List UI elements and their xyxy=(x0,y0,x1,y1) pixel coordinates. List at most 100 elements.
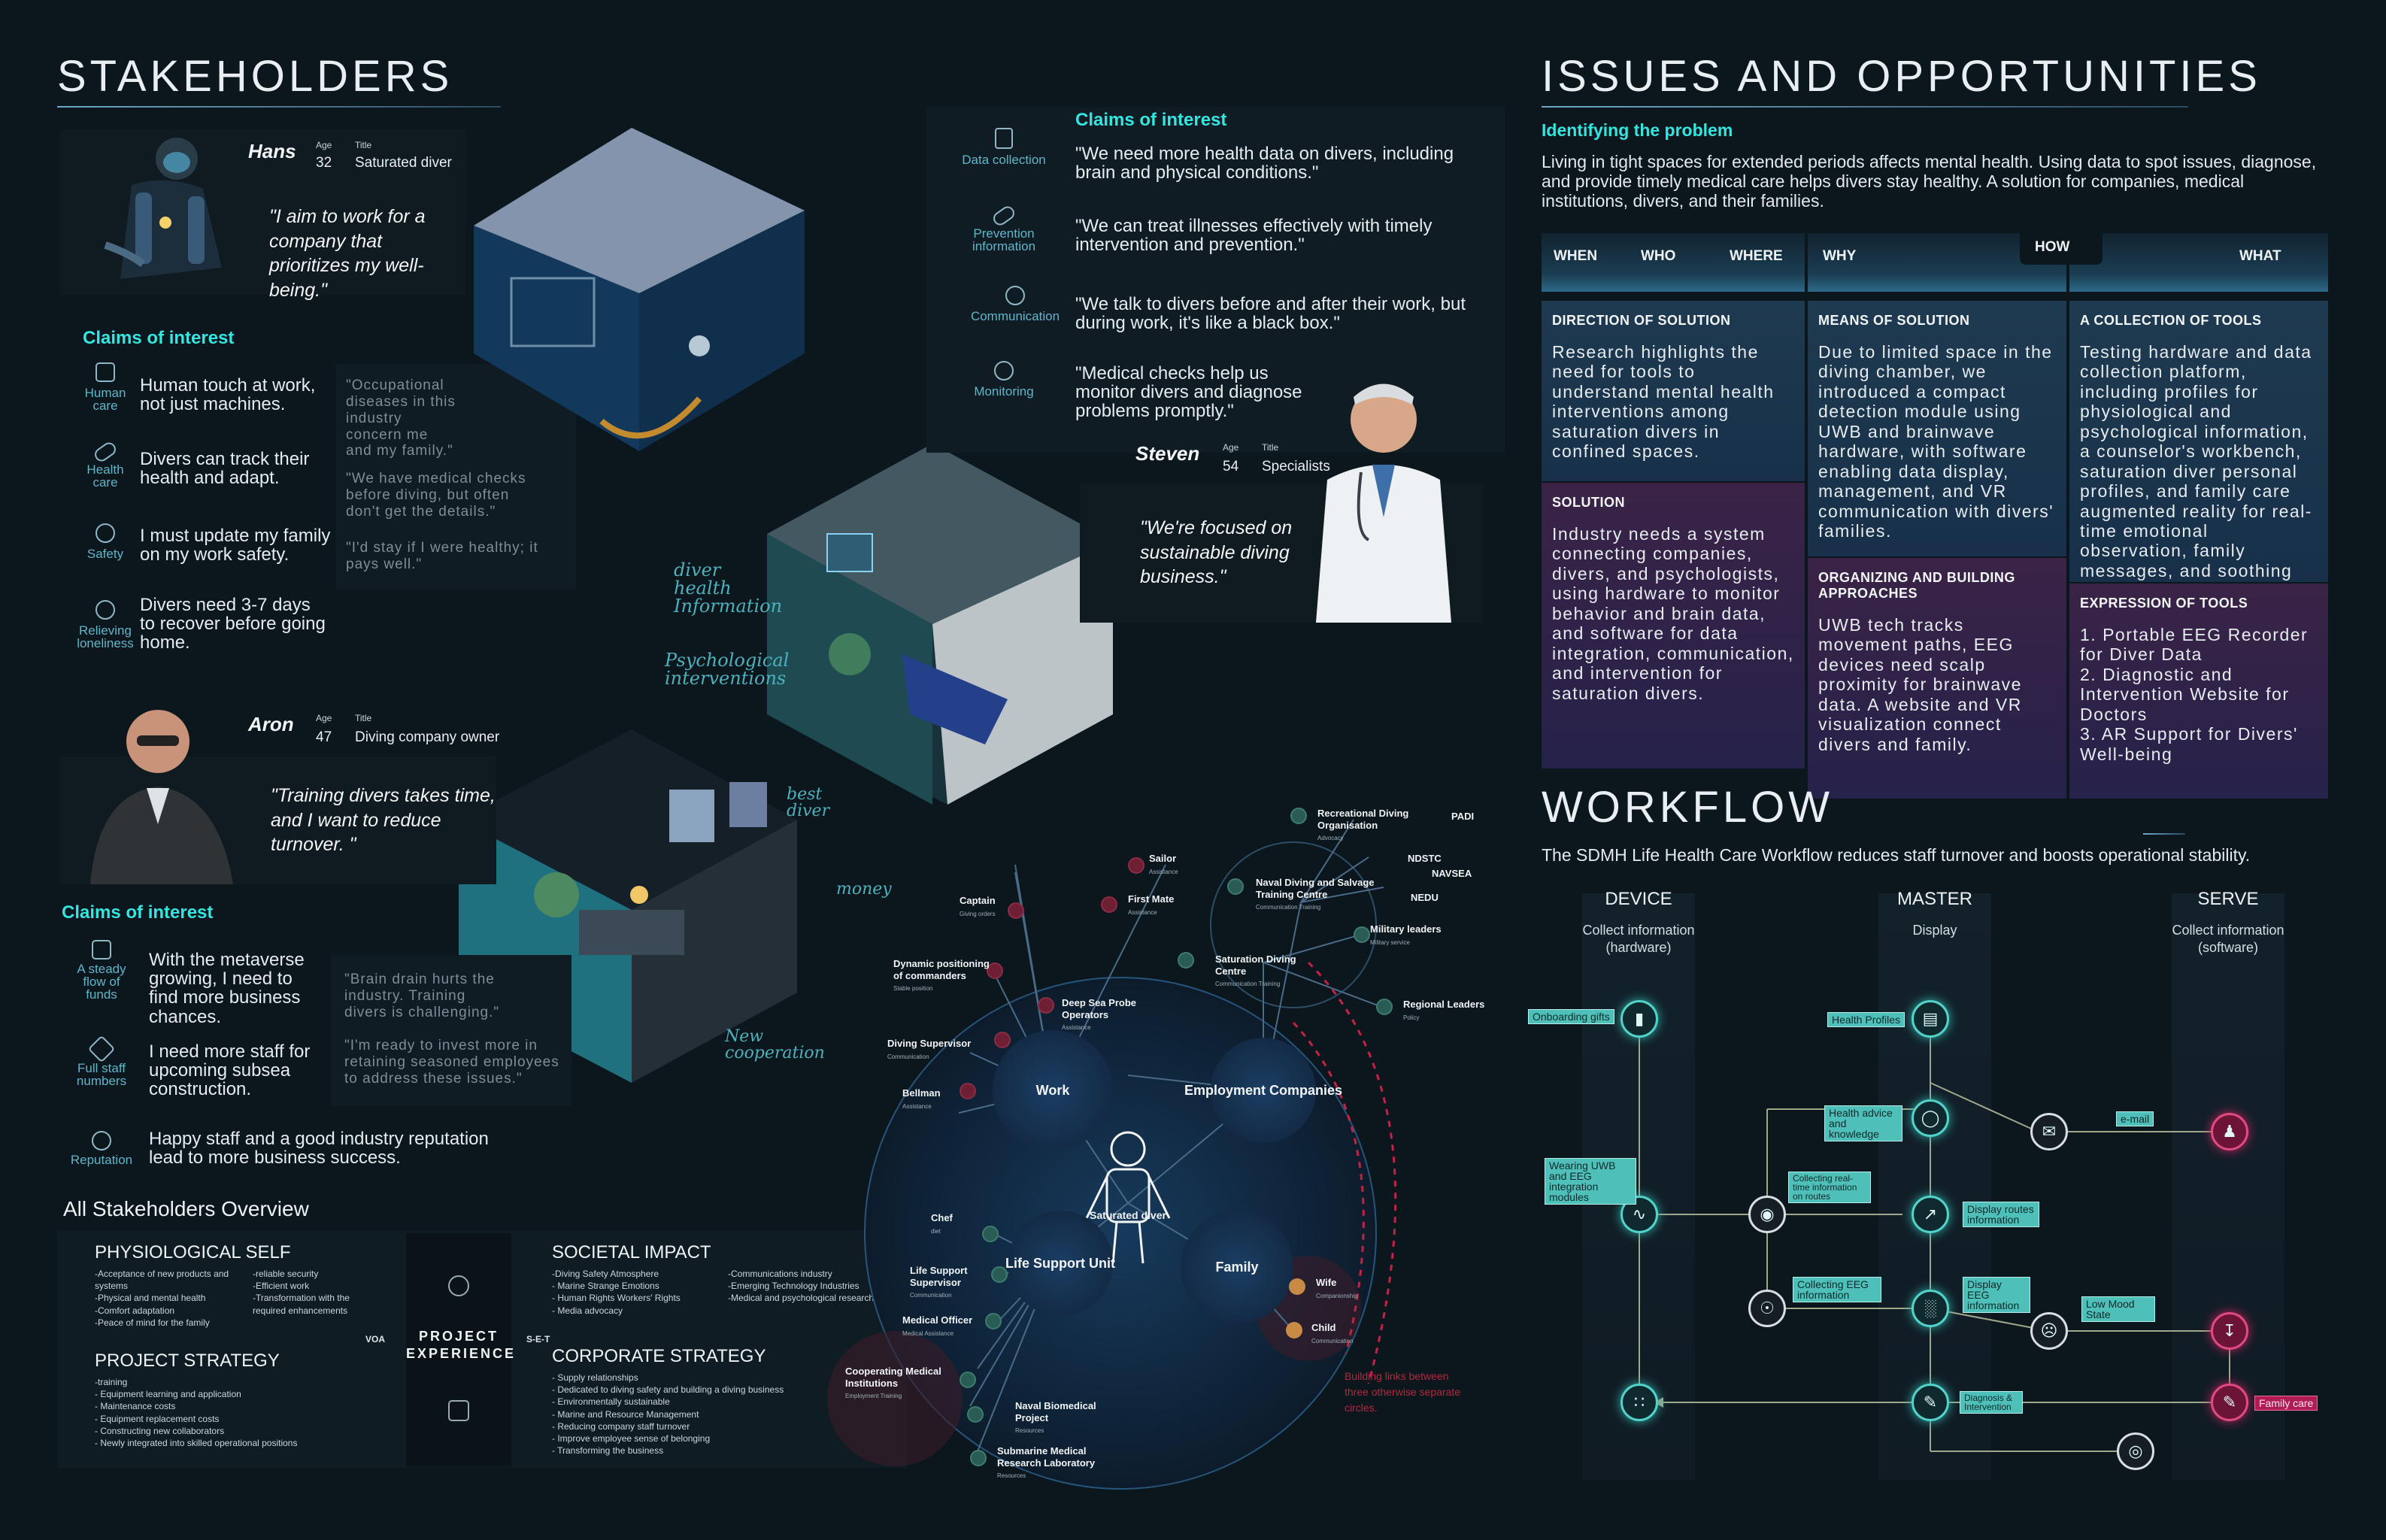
aron-quote-1: "Brain drain hurts the industry. Trainin… xyxy=(344,972,500,1020)
bubble-work: Work xyxy=(993,1030,1113,1150)
label-chef: Chef diet xyxy=(931,1212,953,1235)
workflow-rule xyxy=(2143,833,2185,835)
tag-diagnosis: Diagnosis & Intervention xyxy=(1960,1391,2023,1414)
column-master xyxy=(1878,893,1991,1480)
quadrant-corporate-strategy: CORPORATE STRATEGY - Supply relationship… xyxy=(552,1346,883,1457)
overview-item: -Communications industry xyxy=(728,1269,832,1279)
hans-claims-heading: Claims of interest xyxy=(83,328,235,348)
steven-age: 54 xyxy=(1223,459,1239,474)
node-medical-officer xyxy=(985,1313,1002,1329)
family-icon[interactable]: ♟ xyxy=(2211,1113,2248,1150)
aron-claim-1: With the metaverse growing, I need to fi… xyxy=(149,950,305,1027)
label-submarine-lab: Submarine Medical Research Laboratory Res… xyxy=(997,1445,1096,1480)
hans-quote-3: "I'd stay if I were healthy; it pays wel… xyxy=(346,540,538,572)
device-header: DEVICE xyxy=(1605,889,1672,909)
prevention-icon: Prevention information xyxy=(955,204,1053,253)
node-recreational-diving xyxy=(1290,808,1307,824)
label-naval-biomedical: Naval Biomedical Project Resources xyxy=(1015,1400,1096,1435)
set-tag: S-E-T xyxy=(526,1334,550,1344)
cell-means: MEANS OF SOLUTION Due to limited space in… xyxy=(1808,301,2066,556)
overview-item: -Physical and mental health xyxy=(95,1293,206,1304)
tag-wearing-uwb: Wearing UWB and EEG integration modules xyxy=(1545,1158,1636,1205)
label-saturation-centre: Saturation Diving Centre Communication Tr… xyxy=(1215,953,1296,988)
overview-item: -Transformation with the required enhanc… xyxy=(253,1293,350,1316)
sliders-icon[interactable]: ∷ xyxy=(1620,1384,1658,1421)
headset-icon[interactable]: ◯ xyxy=(1912,1099,1949,1137)
network-icon[interactable]: ☉ xyxy=(1748,1290,1786,1327)
funds-icon: A steady flow of funds xyxy=(68,940,135,1001)
hans-name: Hans xyxy=(248,140,296,162)
label-coop-medical: Cooperating Medical Institutions Employme… xyxy=(845,1366,941,1400)
chart-line-icon[interactable]: ↗ xyxy=(1912,1196,1949,1233)
family-care-edit-icon[interactable]: ✎ xyxy=(2211,1384,2248,1421)
overview-item: - Media advocacy xyxy=(552,1305,623,1316)
sad-face-icon[interactable]: ☹ xyxy=(2030,1312,2068,1350)
cell-organizing: ORGANIZING AND BUILDING APPROACHES UWB te… xyxy=(1808,558,2066,799)
workflow-title: WORKFLOW xyxy=(1542,783,1833,832)
overview-item: - Newly integrated into skilled operatio… xyxy=(95,1437,298,1448)
location-icon[interactable]: ◉ xyxy=(1748,1196,1786,1233)
aron-claims-heading: Claims of interest xyxy=(62,902,214,923)
annotation-psychological: Psychological interventions xyxy=(665,650,790,689)
profile-card-icon[interactable]: ▤ xyxy=(1912,1000,1949,1038)
steven-claim-3: "We talk to divers before and after thei… xyxy=(1075,294,1466,334)
cell-solution: SOLUTION Industry needs a system connecti… xyxy=(1542,483,1805,768)
node-wife xyxy=(1289,1278,1305,1295)
overview-item: - Maintenance costs xyxy=(95,1401,176,1412)
mail-icon[interactable]: ✉ xyxy=(2030,1113,2068,1150)
overview-item: - Improve employee sense of belonging xyxy=(552,1432,711,1444)
steven-claim-1: "We need more health data on divers, inc… xyxy=(1075,144,1454,183)
tag-display-routes: Display routes information xyxy=(1963,1202,2039,1227)
aron-claims-list: A steady flow of funds With the metavers… xyxy=(68,940,549,1181)
node-ls-supervisor xyxy=(991,1266,1008,1283)
quadrant-societal: SOCIETAL IMPACT -Diving Safety Atmospher… xyxy=(552,1242,905,1317)
steven-title: Specialists xyxy=(1262,459,1330,474)
overview-item: - Equipment replacement costs xyxy=(95,1413,220,1424)
label-sailor: Sailor Assistance xyxy=(1149,853,1178,875)
node-military-leaders xyxy=(1354,926,1370,943)
node-regional-leaders xyxy=(1376,999,1393,1015)
aron-claim-2: I need more staff for upcoming subsea co… xyxy=(149,1041,311,1100)
aron-name: Aron xyxy=(248,713,294,735)
steven-name: Steven xyxy=(1135,442,1200,465)
node-captain xyxy=(1008,902,1024,919)
project-icon xyxy=(448,1275,469,1296)
issues-rule xyxy=(1542,106,2188,108)
gift-icon[interactable]: ▮ xyxy=(1620,1000,1658,1038)
column-serve xyxy=(2172,893,2284,1480)
device-sub: Collect information (hardware) xyxy=(1582,923,1695,956)
tag-low-mood: Low Mood State xyxy=(2081,1296,2155,1322)
signal-icon[interactable]: ◎ xyxy=(2117,1432,2154,1470)
steven-claims-heading: Claims of interest xyxy=(1075,110,1227,130)
master-header: MASTER xyxy=(1896,889,1972,909)
reputation-icon: Reputation xyxy=(68,1131,135,1166)
tag-onboarding-gifts: Onboarding gifts xyxy=(1528,1009,1614,1024)
label-bellman: Bellman Assistance xyxy=(902,1087,941,1110)
overview-item: - Marine and Resource Management xyxy=(552,1408,699,1420)
overview-item: -Emerging Technology Industries xyxy=(728,1281,860,1292)
tag-health-profiles: Health Profiles xyxy=(1827,1012,1905,1027)
header-what: WHAT xyxy=(2069,233,2328,292)
cell-direction: DIRECTION OF SOLUTION Research highlights… xyxy=(1542,301,1805,481)
steven-photo xyxy=(1308,367,1459,623)
overview-item: -Comfort adaptation xyxy=(95,1305,175,1316)
overview-item: - Reducing company staff turnover xyxy=(552,1420,690,1432)
aron-quotes-panel: "Brain drain hurts the industry. Trainin… xyxy=(331,955,571,1105)
label-first-mate: First Mate Assistance xyxy=(1128,893,1175,916)
loneliness-icon: Relieving loneliness xyxy=(69,600,141,650)
hans-photo xyxy=(60,132,248,294)
human-care-icon: Human care xyxy=(75,362,135,412)
label-regional-leaders: Regional Leaders Policy xyxy=(1403,999,1485,1021)
steven-icons: Data collection Prevention information C… xyxy=(955,128,1060,429)
edit-icon[interactable]: ✎ xyxy=(1912,1384,1949,1421)
overview-item: -Diving Safety Atmosphere xyxy=(552,1269,659,1279)
bar-chart-icon[interactable]: ░ xyxy=(1912,1290,1949,1327)
overview-item: -Efficient work xyxy=(253,1281,310,1292)
overview-item: - Environmentally sustainable xyxy=(552,1396,670,1408)
aron-photo xyxy=(75,696,256,884)
bubble-life-support: Life Support Unit xyxy=(1005,1211,1115,1316)
label-recreational-diving: Recreational Diving Organisation Advocacy xyxy=(1317,808,1409,842)
inbox-icon[interactable]: ↧ xyxy=(2211,1312,2248,1350)
overview-item: - Dedicated to diving safety and buildin… xyxy=(552,1384,784,1396)
steven-claim-4: "Medical checks help us monitor divers a… xyxy=(1075,363,1302,422)
